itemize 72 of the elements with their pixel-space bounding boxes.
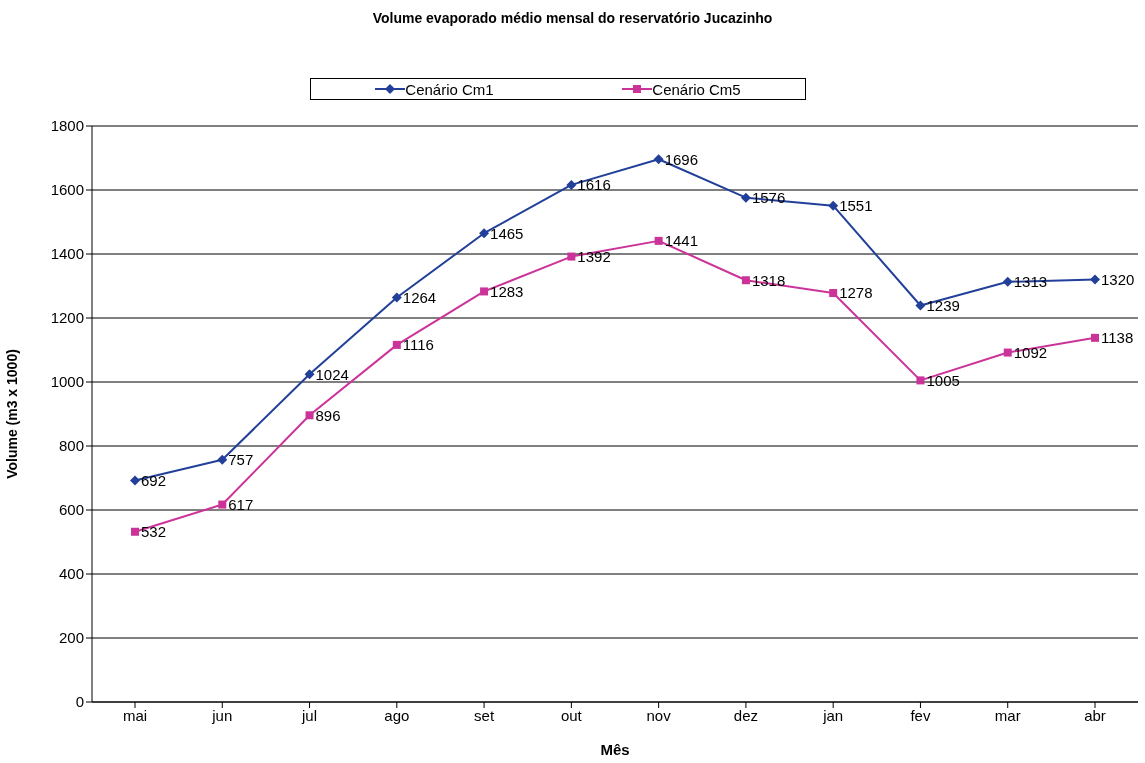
point <box>1002 276 1013 287</box>
point <box>392 340 401 349</box>
y-tick-label: 0 <box>75 693 84 711</box>
point <box>1090 274 1100 285</box>
x-tick-label: nov <box>646 706 672 724</box>
data-label: 1320 <box>1101 270 1135 288</box>
y-tick-label: 1600 <box>50 181 84 199</box>
point <box>479 228 490 239</box>
data-label: 1616 <box>577 176 611 194</box>
data-label: 617 <box>228 495 254 513</box>
data-label: 1116 <box>402 336 434 354</box>
point <box>653 154 664 165</box>
data-label: 757 <box>228 451 254 469</box>
point <box>305 411 314 420</box>
data-label: 1465 <box>490 224 524 242</box>
y-tick-label: 400 <box>58 565 84 583</box>
data-label: 1239 <box>926 296 960 314</box>
data-label: 1138 <box>1101 329 1134 347</box>
x-tick-label: set <box>474 706 495 724</box>
point <box>915 300 926 311</box>
data-label: 1551 <box>839 197 873 214</box>
data-label: 1264 <box>402 288 437 306</box>
data-label: 1696 <box>664 150 699 168</box>
x-tick-label: mar <box>994 706 1021 724</box>
y-tick-label: 1200 <box>50 309 84 327</box>
point <box>131 527 139 536</box>
data-label: 1392 <box>577 247 611 265</box>
data-label: 1283 <box>490 282 524 300</box>
y-tick-label: 800 <box>58 437 84 455</box>
y-tick-label: 200 <box>58 629 84 647</box>
x-tick-label: out <box>560 706 583 724</box>
point <box>740 192 751 203</box>
data-label: 1441 <box>664 232 699 250</box>
x-tick-label: fev <box>910 706 931 724</box>
point <box>1091 333 1099 342</box>
data-label: 1278 <box>839 284 873 302</box>
point <box>480 287 489 296</box>
y-tick-label: 600 <box>58 501 84 519</box>
data-label: 896 <box>315 406 341 424</box>
point <box>217 454 228 465</box>
x-axis-title: Mês <box>600 741 630 758</box>
point <box>304 369 315 380</box>
x-tick-label: mai <box>122 706 148 724</box>
point <box>1003 348 1012 357</box>
x-tick-label: ago <box>384 706 410 724</box>
y-axis-title: Volume (m3 x 1000) <box>3 349 20 479</box>
y-tick-label: 1000 <box>50 373 84 391</box>
point <box>916 376 925 385</box>
chart-title: Volume evaporado médio mensal do reservatório Jucazinho <box>371 10 774 26</box>
legend-label: Cenário Cm1 <box>405 80 494 98</box>
y-tick-label: 1800 <box>50 117 84 135</box>
data-label: 1024 <box>315 365 349 383</box>
data-label: 532 <box>141 523 167 541</box>
point <box>829 289 838 298</box>
y-tick-label: 1400 <box>50 245 84 263</box>
point <box>654 236 663 245</box>
point <box>828 200 839 211</box>
legend-label: Cenário Cm5 <box>652 80 741 98</box>
x-tick-label: dez <box>733 706 758 724</box>
data-label: 1005 <box>926 371 960 389</box>
x-tick-label: jan <box>822 706 844 724</box>
point <box>741 276 750 285</box>
data-label: 692 <box>141 471 167 489</box>
data-label: 1092 <box>1013 343 1048 361</box>
point <box>567 252 576 261</box>
point <box>566 179 577 190</box>
point <box>391 292 402 303</box>
x-tick-label: abr <box>1084 706 1106 724</box>
point <box>130 475 140 486</box>
x-tick-label: jun <box>211 706 233 724</box>
point <box>218 500 227 509</box>
x-tick-label: jul <box>301 706 318 724</box>
